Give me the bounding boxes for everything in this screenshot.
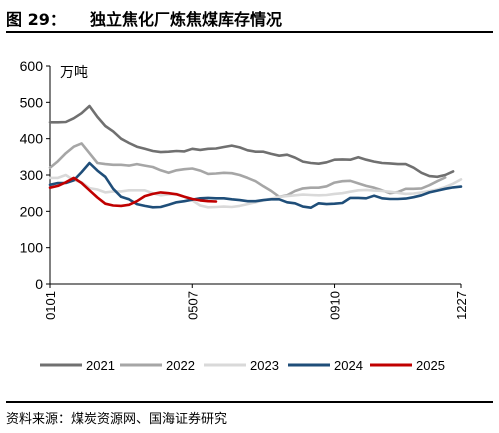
y-tick-label: 0 [35, 276, 43, 292]
legend-label-2022: 2022 [166, 358, 195, 373]
y-tick-label: 300 [20, 167, 44, 183]
series-layer [48, 104, 463, 209]
series-line-2025 [48, 176, 218, 208]
x-tick-label: 0507 [185, 291, 200, 320]
x-tick-label: 1227 [454, 291, 469, 320]
source-note: 资料来源：煤炭资源网、国海证券研究 [6, 412, 228, 427]
figure-title: 独立焦化厂炼焦煤库存情况 [90, 10, 283, 29]
legend-label-2021: 2021 [86, 358, 115, 373]
y-tick-label: 100 [20, 240, 44, 256]
y-tick-label: 500 [20, 94, 44, 110]
top-rule [6, 31, 493, 33]
legend-label-2025: 2025 [416, 358, 445, 373]
x-tick-label: 0101 [43, 291, 58, 320]
y-tick-label: 600 [20, 58, 44, 74]
y-tick-label: 200 [20, 203, 44, 219]
legend-label-2024: 2024 [334, 358, 363, 373]
series-line-2024 [48, 161, 463, 209]
x-tick-label: 0910 [328, 291, 343, 320]
series-line-2022 [48, 142, 447, 199]
figure-number: 图 29： [6, 10, 66, 29]
unit-label: 万吨 [60, 64, 88, 80]
y-tick-label: 400 [20, 131, 44, 147]
figure-title-row: 图 29： 独立焦化厂炼焦煤库存情况 [6, 4, 493, 30]
series-line-2021 [48, 104, 455, 179]
chart-axes: 0 100 200 300 400 500 600 0101 0507 0910 1227 [20, 58, 469, 320]
legend-label-2023: 2023 [250, 358, 279, 373]
chart-legend: 2021 2022 2023 2024 2025 [40, 358, 445, 373]
line-chart: 0 100 200 300 400 500 600 0101 0507 0910 1227 万吨 2… [20, 58, 469, 373]
bottom-rule [6, 401, 493, 403]
